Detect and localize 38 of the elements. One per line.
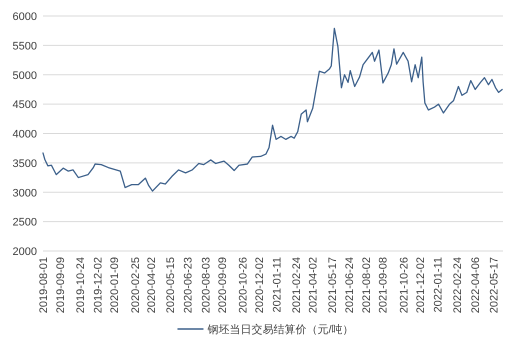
y-tick-label: 4500: [12, 99, 37, 112]
x-tick-label: 2021-09-08: [377, 257, 390, 314]
x-tick-label: 2020-12-02: [254, 257, 266, 314]
y-tick-label: 3000: [12, 187, 37, 200]
x-tick-label: 2020-02-25: [130, 257, 142, 314]
x-tick-label: 2021-02-24: [290, 257, 303, 314]
y-tick-label: 6000: [12, 11, 37, 23]
x-tick-label: 2022-01-11: [432, 257, 445, 312]
x-tick-label: 2019-09-09: [55, 257, 68, 314]
x-tick-label: 2021-06-24: [344, 257, 356, 314]
x-tick-label: 2021-10-26: [398, 257, 411, 314]
x-tick-label: 2019-12-02: [92, 257, 104, 314]
x-tick-label: 2021-05-17: [327, 257, 340, 314]
y-tick-label: 5500: [12, 40, 37, 52]
y-tick-label: 3500: [12, 158, 37, 170]
x-tick-label: 2019-08-01: [38, 257, 50, 314]
x-tick-label: 2021-01-11: [272, 257, 284, 312]
x-tick-label: 2020-06-23: [182, 257, 194, 314]
x-tick-label: 2020-04-02: [146, 257, 158, 314]
x-tick-label: 2020-10-26: [238, 257, 250, 314]
x-tick-label: 2022-05-17: [488, 257, 500, 314]
legend: 钢坯当日交易结算价（元/吨）: [177, 324, 354, 336]
x-tick-label: 2019-10-24: [75, 257, 88, 314]
y-tick-label: 4000: [12, 128, 37, 140]
x-tick-label: 2022-04-06: [470, 257, 482, 314]
x-tick-label: 2021-12-02: [415, 257, 428, 314]
line-series: [42, 28, 503, 192]
x-tick-label: 2020-05-15: [165, 257, 178, 314]
legend-label: 钢坯当日交易结算价（元/吨）: [206, 323, 354, 336]
x-tick-label: 2021-08-02: [361, 257, 374, 314]
y-tick-label: 2500: [12, 216, 37, 229]
x-tick-label: 2020-01-09: [109, 257, 122, 314]
y-tick-label: 2000: [12, 246, 37, 258]
x-tick-label: 2021-04-02: [307, 257, 320, 314]
x-tick-label: 2022-02-24: [452, 257, 464, 314]
y-tick-label: 5000: [12, 70, 37, 82]
x-tick-label: 2020-08-03: [200, 257, 212, 314]
x-tick-label: 2020-09-09: [216, 257, 229, 314]
